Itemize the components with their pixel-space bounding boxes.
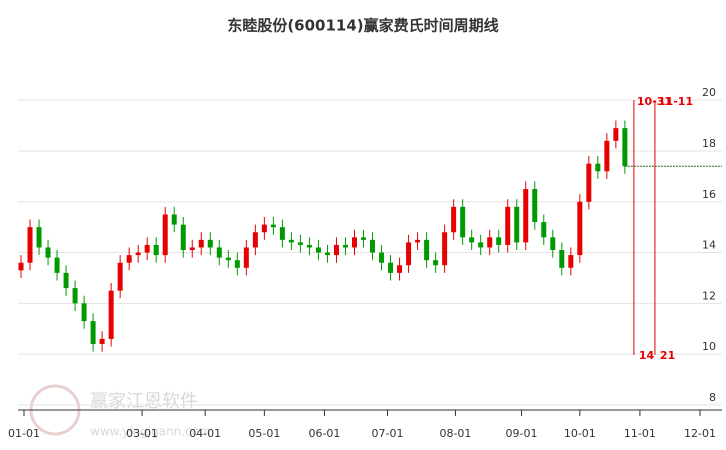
cycle-count-label: 14 (639, 349, 655, 362)
candle-body (622, 128, 628, 167)
candle-body (198, 239, 204, 248)
candle-body (351, 237, 357, 248)
candle-body (288, 239, 294, 243)
candle-body (324, 252, 330, 256)
x-tick-label: 03-01 (126, 427, 158, 440)
x-tick-label: 04-01 (189, 427, 221, 440)
y-tick-label: 14 (702, 239, 716, 252)
candle-body (451, 206, 457, 233)
y-tick-label: 16 (702, 188, 716, 201)
chart-title: 东睦股份(600114)赢家费氏时间周期线 (227, 17, 498, 35)
candle-body (541, 222, 547, 238)
x-tick-label: 08-01 (439, 427, 471, 440)
candle-body (45, 247, 51, 258)
candle-body (243, 247, 249, 268)
candle-body (595, 163, 601, 172)
candle-body (379, 252, 385, 263)
candle-body (460, 206, 466, 238)
x-tick-label: 06-01 (308, 427, 340, 440)
candle-body (433, 260, 439, 266)
candle-body (604, 140, 610, 172)
candle-body (99, 338, 105, 344)
candle-body (487, 237, 493, 248)
candle-body (90, 321, 96, 344)
candle-body (496, 237, 502, 245)
candle-body (153, 244, 159, 256)
candle-body (397, 265, 403, 273)
watermark-url: www.yingjgann.com (90, 425, 211, 439)
candle-body (18, 262, 24, 271)
y-tick-label: 12 (702, 289, 716, 302)
candle-body (225, 257, 231, 261)
candle-body (523, 189, 529, 243)
candle-body (171, 214, 177, 225)
cycle-date-label: 11-11 (658, 95, 693, 108)
y-tick-label: 18 (702, 137, 716, 150)
x-tick-label: 12-01 (684, 427, 716, 440)
candle-body (297, 242, 303, 245)
candle-body (315, 247, 321, 253)
candle-body (81, 303, 87, 322)
candle-body (532, 189, 538, 223)
candle-body (415, 239, 421, 243)
candle-body (126, 255, 132, 263)
candle-body (478, 242, 484, 248)
candle-body (207, 239, 213, 248)
candle-body (586, 163, 592, 202)
candle-body (469, 237, 475, 243)
x-tick-label: 09-01 (506, 427, 538, 440)
candle-body (361, 237, 367, 240)
candle-body (234, 260, 240, 268)
y-tick-label: 10 (702, 340, 716, 353)
candle-body (442, 232, 448, 266)
candle-body (54, 257, 60, 273)
x-tick-label: 11-01 (624, 427, 656, 440)
candle-body (550, 237, 556, 251)
x-tick-label: 10-01 (564, 427, 596, 440)
candle-body (27, 227, 33, 263)
candle-body (261, 224, 267, 233)
candle-body (270, 224, 276, 228)
candle-body (180, 224, 186, 251)
candle-body (424, 239, 430, 261)
candle-body (406, 242, 412, 266)
candle-body (63, 272, 69, 289)
candle-body (252, 232, 258, 248)
candle-body (613, 128, 619, 141)
y-tick-label: 8 (709, 391, 716, 404)
candle-body (514, 206, 520, 243)
candle-body (577, 201, 583, 256)
candle-body (216, 247, 222, 258)
candle-body (388, 262, 394, 273)
candle-body (279, 227, 285, 240)
x-tick-label: 07-01 (372, 427, 404, 440)
candle-body (135, 252, 141, 256)
candle-body (370, 239, 376, 253)
x-tick-label: 01-01 (8, 427, 40, 440)
candle-body (189, 247, 195, 251)
candle-body (162, 214, 168, 256)
candle-body (117, 262, 123, 291)
candle-body (306, 244, 312, 248)
cycle-count-label: 21 (660, 349, 675, 362)
candle-body (333, 244, 339, 256)
candle-body (505, 206, 511, 245)
candle-body (144, 244, 150, 253)
candle-body (568, 255, 574, 268)
candle-body (342, 244, 348, 248)
y-tick-label: 20 (702, 86, 716, 99)
candle-body (559, 250, 565, 268)
candle-body (108, 290, 114, 339)
candle-body (36, 227, 42, 248)
x-tick-label: 05-01 (248, 427, 280, 440)
watermark: 赢家江恩软件 (90, 390, 198, 412)
candle-body (72, 288, 78, 304)
